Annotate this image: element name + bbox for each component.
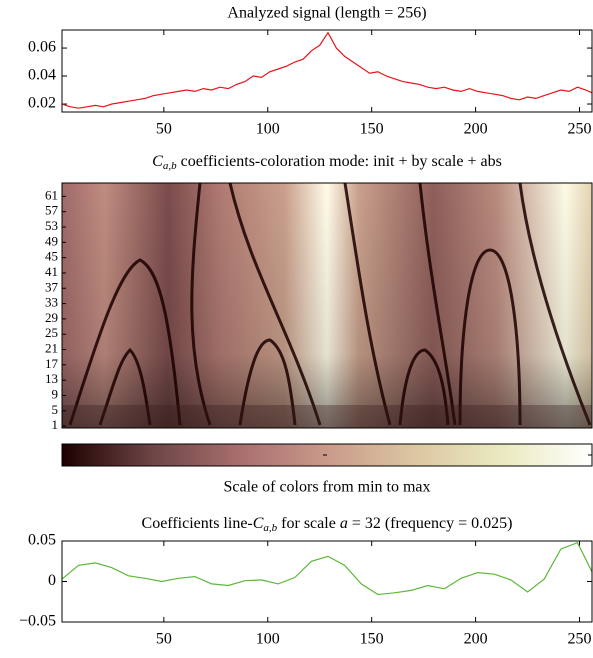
x-tick-label: 100 bbox=[256, 631, 280, 648]
title-part: = 32 (frequency = 0.025) bbox=[352, 515, 513, 532]
y-tick-label: 17 bbox=[45, 356, 59, 371]
y-tick-label: 0.05 bbox=[28, 532, 56, 549]
chart-title: Ca,b coefficients-coloration mode: init +… bbox=[152, 153, 502, 172]
y-tick-label: 9 bbox=[52, 386, 59, 401]
axes-box bbox=[61, 29, 593, 113]
y-tick-label: 25 bbox=[45, 325, 58, 340]
title-part: a bbox=[340, 515, 348, 532]
scalogram bbox=[62, 182, 592, 428]
title-part: C bbox=[152, 153, 163, 170]
x-tick-label: 150 bbox=[360, 121, 384, 138]
y-tick-label: 13 bbox=[45, 371, 58, 386]
title-part: a,b bbox=[163, 160, 177, 172]
y-tick-label: 29 bbox=[45, 310, 58, 325]
axes-box bbox=[61, 540, 593, 623]
y-tick-label: 1 bbox=[52, 417, 59, 432]
title-part: coefficients-coloration mode: init + by … bbox=[181, 153, 502, 170]
axes-box bbox=[61, 182, 593, 429]
title-part: a,b bbox=[263, 522, 277, 534]
x-tick-label: 150 bbox=[360, 631, 384, 648]
data-line bbox=[61, 541, 593, 596]
chart-title: Analyzed signal (length = 256) bbox=[227, 5, 426, 22]
title-part: for scale bbox=[281, 515, 336, 532]
y-tick-label: 21 bbox=[45, 341, 58, 356]
y-tick-label: 0.04 bbox=[28, 67, 56, 84]
y-tick-label: 53 bbox=[45, 218, 58, 233]
x-tick-label: 250 bbox=[568, 631, 592, 648]
y-tick-label: 49 bbox=[45, 233, 58, 248]
y-tick-label: 5 bbox=[52, 402, 59, 417]
title-part: Coefficients line- bbox=[142, 515, 253, 532]
y-tick-label: 33 bbox=[45, 295, 58, 310]
x-tick-label: 100 bbox=[256, 121, 280, 138]
x-tick-label: 50 bbox=[156, 631, 172, 648]
y-tick-label: 45 bbox=[45, 249, 58, 264]
y-tick-label: 41 bbox=[45, 264, 58, 279]
chart-title: Coefficients line-Ca,b for scale a = 32 (fr… bbox=[142, 515, 513, 534]
y-tick-label: 57 bbox=[45, 203, 59, 218]
x-tick-label: 50 bbox=[156, 121, 172, 138]
title-part: C bbox=[253, 515, 264, 532]
y-tick-label: 0 bbox=[48, 572, 56, 589]
colorbar-label: Scale of colors from min to max bbox=[223, 479, 430, 496]
y-tick-label: 37 bbox=[45, 279, 59, 294]
x-tick-label: 200 bbox=[464, 631, 488, 648]
data-line bbox=[61, 31, 593, 109]
y-tick-label: 61 bbox=[45, 187, 58, 202]
y-tick-label: 0.02 bbox=[28, 95, 56, 112]
y-tick-label: −0.05 bbox=[19, 613, 56, 630]
x-tick-label: 250 bbox=[568, 121, 592, 138]
x-tick-label: 200 bbox=[464, 121, 488, 138]
y-tick-label: 0.06 bbox=[28, 39, 56, 56]
